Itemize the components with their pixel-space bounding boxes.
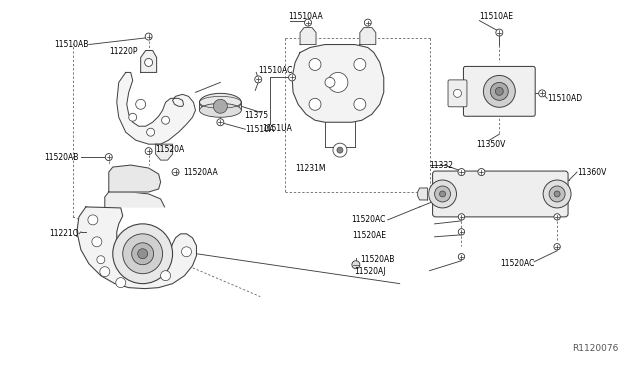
Text: 11375: 11375 [244,111,268,120]
Circle shape [182,247,191,257]
Circle shape [333,143,347,157]
Text: 11510AA: 11510AA [288,12,323,21]
Polygon shape [109,165,161,192]
Circle shape [458,169,465,176]
Text: 11510AE: 11510AE [479,12,513,21]
Polygon shape [156,144,173,160]
Circle shape [454,89,461,97]
Text: 11510AB: 11510AB [54,40,89,49]
Polygon shape [360,28,376,45]
Text: 11350V: 11350V [477,140,506,149]
Circle shape [352,261,360,269]
Circle shape [435,186,451,202]
Circle shape [440,191,445,197]
Circle shape [116,278,125,288]
Circle shape [145,33,152,40]
Text: 11220P: 11220P [109,47,138,56]
Circle shape [147,128,155,136]
Circle shape [100,267,110,277]
Circle shape [496,29,503,36]
Circle shape [483,76,515,107]
Circle shape [145,148,152,155]
Circle shape [145,58,152,67]
Circle shape [309,58,321,70]
FancyBboxPatch shape [463,67,535,116]
Text: 11520AE: 11520AE [352,231,386,240]
Circle shape [539,90,546,97]
Text: 11520AB: 11520AB [45,153,79,161]
Circle shape [213,99,227,113]
Circle shape [554,214,560,220]
Polygon shape [77,207,196,289]
Circle shape [161,116,170,124]
Polygon shape [292,45,384,122]
Circle shape [458,254,465,260]
Circle shape [458,214,465,220]
Text: 11360V: 11360V [577,167,607,177]
Text: 11520AC: 11520AC [500,259,534,268]
Circle shape [354,58,366,70]
Circle shape [364,19,371,26]
FancyBboxPatch shape [448,80,467,107]
Polygon shape [116,73,195,144]
Circle shape [554,191,560,197]
Polygon shape [141,51,157,73]
Circle shape [337,147,343,153]
Circle shape [354,98,366,110]
Ellipse shape [200,93,241,111]
Text: 11231M: 11231M [295,164,326,173]
Circle shape [217,119,224,126]
Text: 11520AB: 11520AB [360,255,394,264]
Circle shape [328,73,348,92]
Text: 11520AJ: 11520AJ [355,267,386,276]
Circle shape [129,113,137,121]
Circle shape [305,19,312,26]
Circle shape [97,256,105,264]
Circle shape [458,229,465,235]
Text: 11221Q: 11221Q [49,229,79,238]
Text: 11520AA: 11520AA [184,167,218,177]
Text: 1151UA: 1151UA [262,124,292,133]
Polygon shape [105,192,164,207]
Circle shape [138,249,148,259]
Circle shape [554,244,560,250]
Text: 11520AC: 11520AC [351,215,386,224]
Ellipse shape [200,103,241,117]
Circle shape [132,243,154,265]
Text: R1120076: R1120076 [573,344,619,353]
Circle shape [88,215,98,225]
Circle shape [543,180,571,208]
Circle shape [123,234,163,274]
Circle shape [113,224,173,283]
Polygon shape [418,188,428,200]
Text: 11510A: 11510A [245,125,275,134]
Circle shape [429,180,456,208]
Circle shape [325,77,335,87]
Polygon shape [300,28,316,45]
Circle shape [161,271,171,280]
Text: 11520A: 11520A [156,145,185,154]
Circle shape [289,74,296,81]
Text: 11510AC: 11510AC [258,66,292,75]
Circle shape [309,98,321,110]
Circle shape [549,186,565,202]
Text: 11332: 11332 [429,161,454,170]
Circle shape [255,76,262,83]
FancyBboxPatch shape [433,171,568,217]
Circle shape [92,237,102,247]
Circle shape [490,82,508,100]
Circle shape [106,154,112,161]
Circle shape [136,99,146,109]
Circle shape [172,169,179,176]
Text: 11510AD: 11510AD [547,94,582,103]
Circle shape [495,87,503,95]
Circle shape [478,169,485,176]
